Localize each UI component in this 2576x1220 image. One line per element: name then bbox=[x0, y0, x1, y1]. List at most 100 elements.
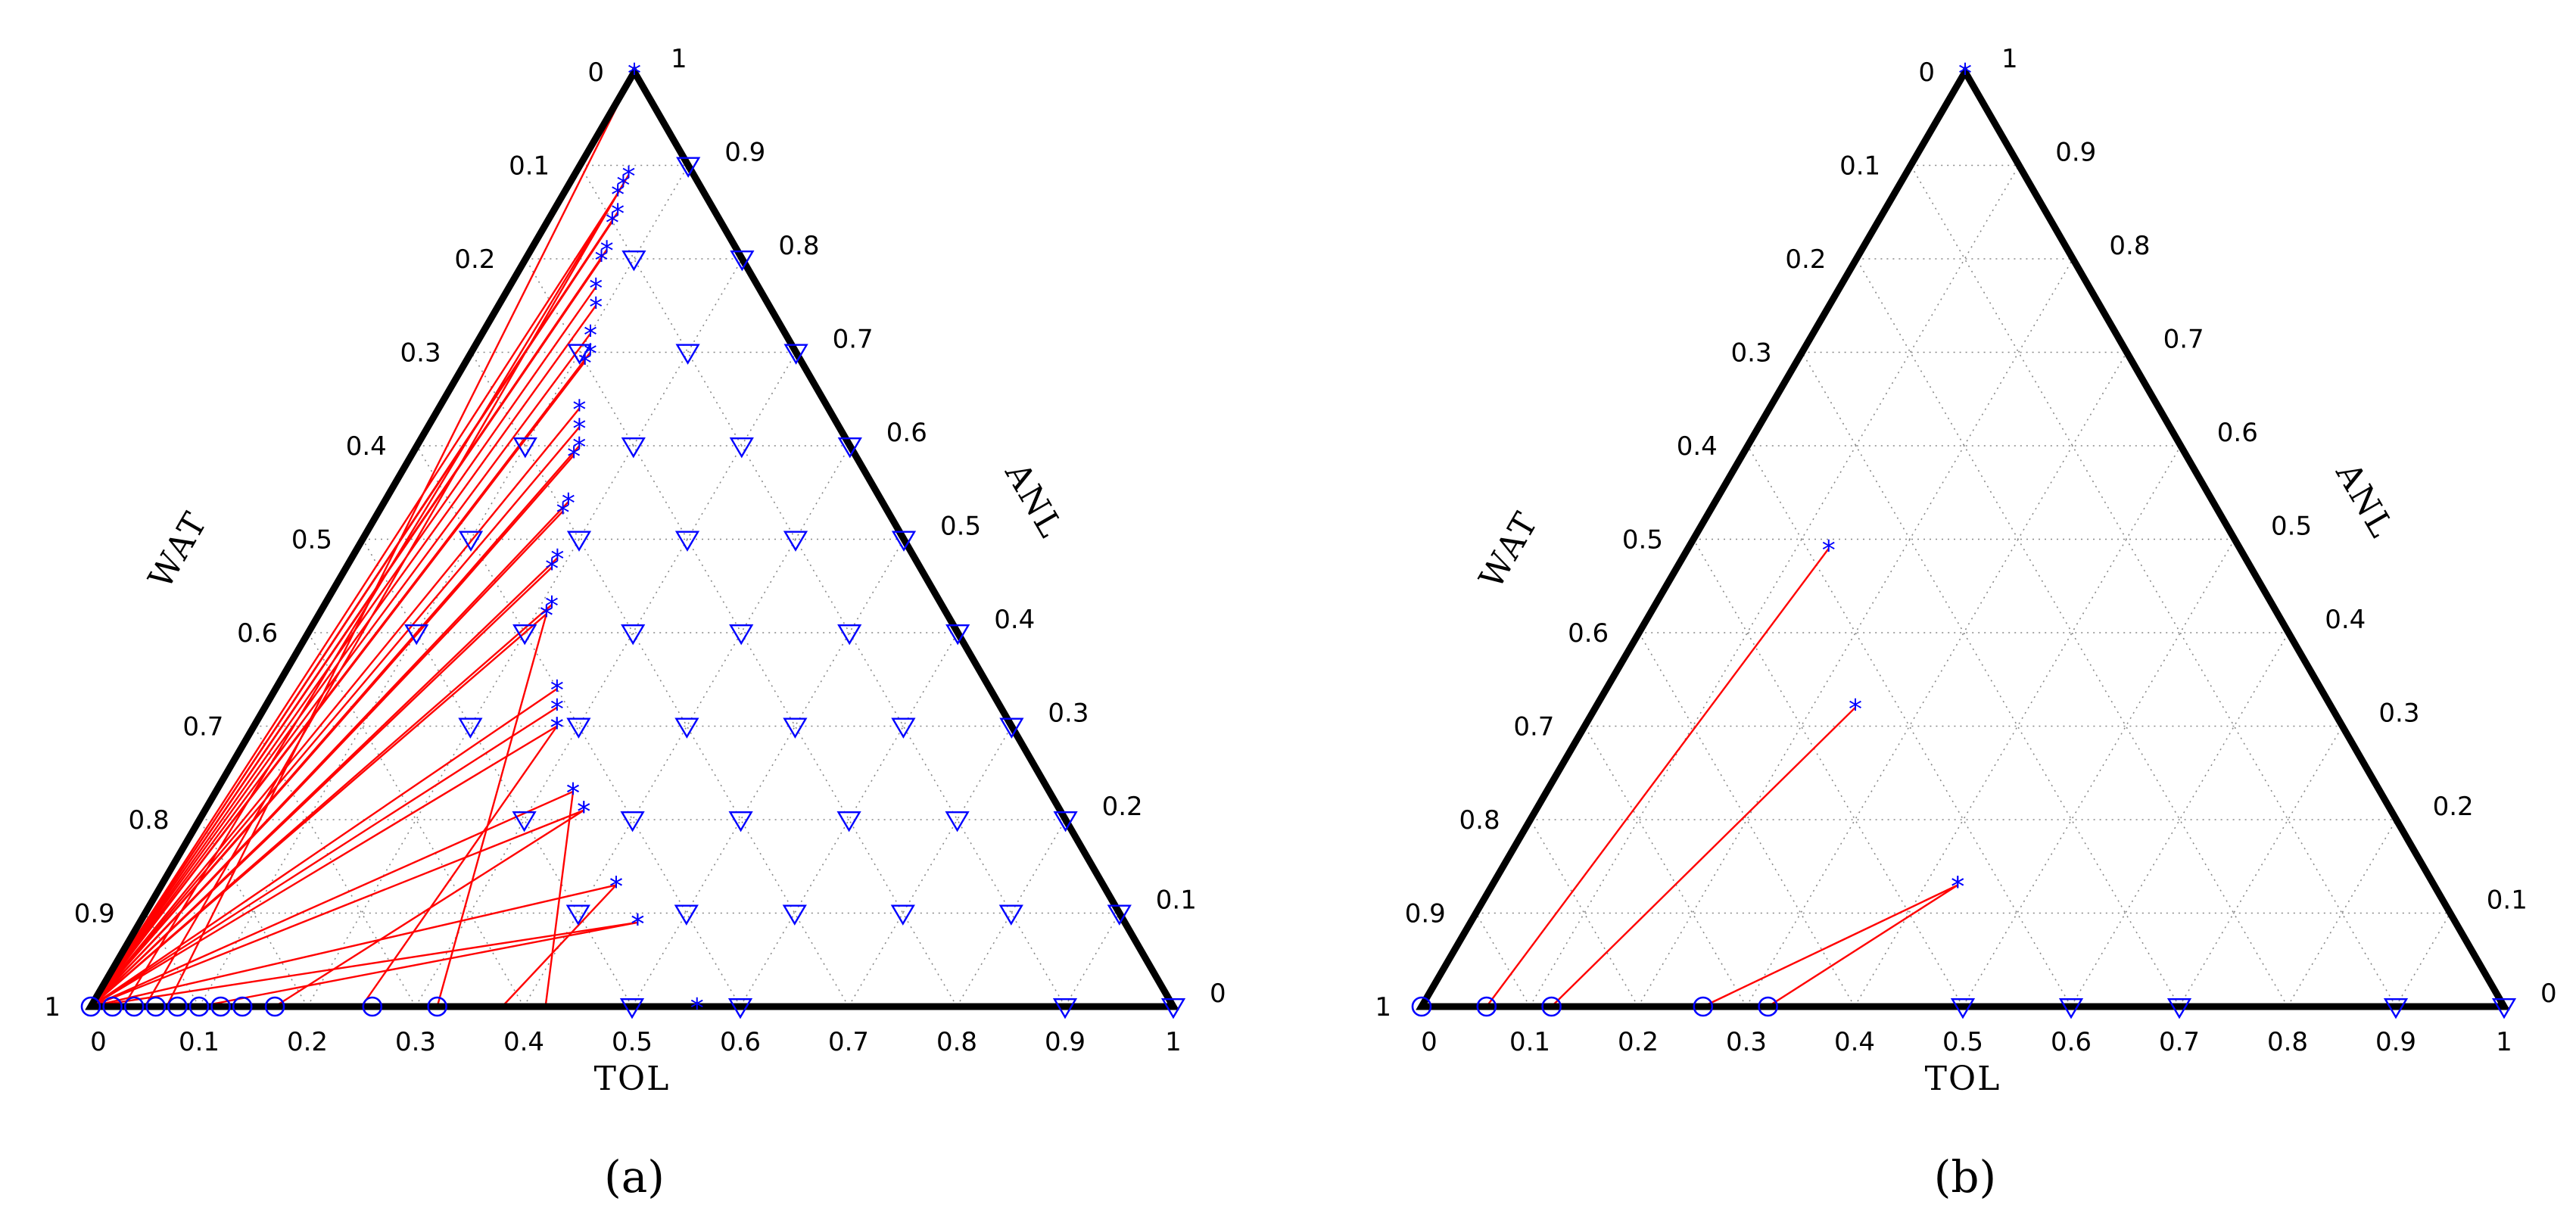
triangle-marker bbox=[782, 904, 807, 926]
star-marker: * bbox=[1849, 694, 1862, 725]
tick-label-anl: 0.3 bbox=[1048, 699, 1089, 729]
triangle-marker bbox=[676, 157, 701, 178]
star-marker: * bbox=[628, 58, 641, 89]
star-marker: * bbox=[631, 909, 644, 940]
grid-line bbox=[1855, 258, 2288, 1007]
star-marker: * bbox=[572, 413, 586, 444]
tie-line bbox=[90, 884, 617, 1008]
star-marker: * bbox=[1951, 871, 1964, 902]
star-marker: * bbox=[550, 544, 564, 575]
axis-title-anl: ANL bbox=[997, 456, 1070, 545]
panel-label-a: (a) bbox=[604, 1151, 665, 1203]
tick-label-anl: 0.6 bbox=[886, 418, 927, 448]
grid-line bbox=[307, 258, 743, 1007]
axis-title-wat: WAT bbox=[1472, 506, 1547, 596]
tick-label-tol: 0 bbox=[90, 1027, 107, 1057]
triangle-marker bbox=[566, 717, 591, 739]
tick-label-wat: 1 bbox=[44, 992, 61, 1022]
tick-label-tol: 0.6 bbox=[720, 1027, 761, 1057]
star-marker: * bbox=[540, 600, 553, 631]
star-marker: * bbox=[540, 600, 553, 631]
triangle-marker bbox=[458, 717, 483, 739]
triangle-marker bbox=[512, 811, 537, 833]
star-marker: * bbox=[545, 591, 559, 622]
tick-label-anl: 0.8 bbox=[2109, 231, 2150, 261]
circle-marker bbox=[1476, 996, 1497, 1017]
star-marker: * bbox=[622, 161, 636, 192]
triangle-marker bbox=[674, 904, 699, 926]
tick-label-wat: 0.1 bbox=[509, 151, 550, 182]
tick-label-anl: 0 bbox=[1210, 979, 1226, 1009]
tick-label-tol: 0.6 bbox=[2051, 1027, 2092, 1057]
grid-line bbox=[2179, 726, 2344, 1007]
tie-line bbox=[90, 790, 574, 1008]
tick-label-tol: 0.2 bbox=[1618, 1027, 1659, 1057]
star-marker: * bbox=[611, 180, 625, 211]
star-marker: * bbox=[567, 441, 581, 472]
grid-line bbox=[1637, 258, 2074, 1007]
tick-label-wat: 0.4 bbox=[1677, 431, 1718, 462]
tie-line bbox=[166, 71, 636, 1007]
tie-line bbox=[90, 426, 581, 1007]
tick-label-anl: 0.7 bbox=[2163, 325, 2204, 355]
triangle-marker bbox=[620, 811, 645, 833]
triangle-marker bbox=[1950, 997, 1976, 1019]
triangle-marker bbox=[1053, 811, 1078, 833]
grid-line bbox=[1854, 445, 2182, 1007]
tick-label-wat: 0 bbox=[1918, 58, 1935, 88]
axis-title-anl: ANL bbox=[2328, 456, 2401, 545]
circle-marker bbox=[1758, 996, 1778, 1017]
tick-label-wat: 0.8 bbox=[129, 805, 170, 836]
axis-title-tol: TOL bbox=[1925, 1060, 2001, 1098]
star-marker: * bbox=[595, 245, 609, 276]
triangle-marker bbox=[783, 717, 808, 739]
tick-label-tol: 0.9 bbox=[2375, 1027, 2416, 1057]
grid-line bbox=[1746, 352, 2128, 1007]
star-marker: * bbox=[690, 993, 704, 1024]
grid-line bbox=[1529, 165, 2020, 1007]
triangle-marker bbox=[837, 624, 862, 646]
triangle-marker bbox=[727, 997, 753, 1019]
triangle-marker bbox=[404, 624, 429, 646]
tick-label-wat: 0.7 bbox=[1513, 712, 1554, 742]
triangle-marker bbox=[621, 624, 646, 646]
panel-label-b: (b) bbox=[1934, 1151, 1996, 1203]
tie-line bbox=[90, 809, 584, 1008]
tie-line bbox=[90, 286, 597, 1007]
star-marker: * bbox=[616, 170, 630, 201]
tick-label-tol: 1 bbox=[1165, 1027, 1182, 1057]
tick-label-tol: 0.7 bbox=[828, 1027, 869, 1057]
grid-line bbox=[1747, 445, 2072, 1007]
triangle-marker bbox=[729, 437, 754, 459]
tick-label-wat: 0.6 bbox=[1568, 618, 1609, 649]
tick-label-anl: 0.1 bbox=[1156, 885, 1197, 916]
circle-marker bbox=[188, 996, 210, 1017]
tick-label-tol: 0.7 bbox=[2159, 1027, 2200, 1057]
tick-label-tol: 0.9 bbox=[1045, 1027, 1086, 1057]
triangle-marker bbox=[1107, 904, 1132, 926]
triangle-marker bbox=[836, 811, 861, 833]
tick-label-tol: 0.1 bbox=[1509, 1027, 1550, 1057]
tie-line bbox=[90, 725, 558, 1008]
triangle-marker bbox=[565, 904, 590, 926]
triangle-marker bbox=[674, 531, 700, 552]
tick-label-tol: 1 bbox=[2496, 1027, 2512, 1057]
tick-label-anl: 1 bbox=[671, 44, 687, 74]
circle-marker bbox=[102, 996, 123, 1017]
triangle-marker bbox=[945, 624, 970, 646]
star-marker: * bbox=[631, 909, 644, 940]
tick-label-wat: 0.2 bbox=[1785, 244, 1826, 275]
star-marker: * bbox=[545, 554, 559, 585]
star-marker: * bbox=[584, 339, 597, 370]
tick-label-wat: 0.9 bbox=[74, 899, 115, 929]
star-marker: * bbox=[606, 208, 619, 239]
circle-marker bbox=[1541, 996, 1562, 1017]
tick-label-wat: 0 bbox=[587, 58, 604, 88]
star-marker: * bbox=[609, 871, 623, 902]
star-marker: * bbox=[609, 871, 623, 902]
tie-line bbox=[90, 248, 608, 1007]
star-marker: * bbox=[556, 497, 570, 528]
tick-label-anl: 0.5 bbox=[2271, 512, 2312, 542]
tick-label-wat: 0.5 bbox=[1622, 525, 1663, 556]
axis-title-tol: TOL bbox=[594, 1060, 671, 1098]
